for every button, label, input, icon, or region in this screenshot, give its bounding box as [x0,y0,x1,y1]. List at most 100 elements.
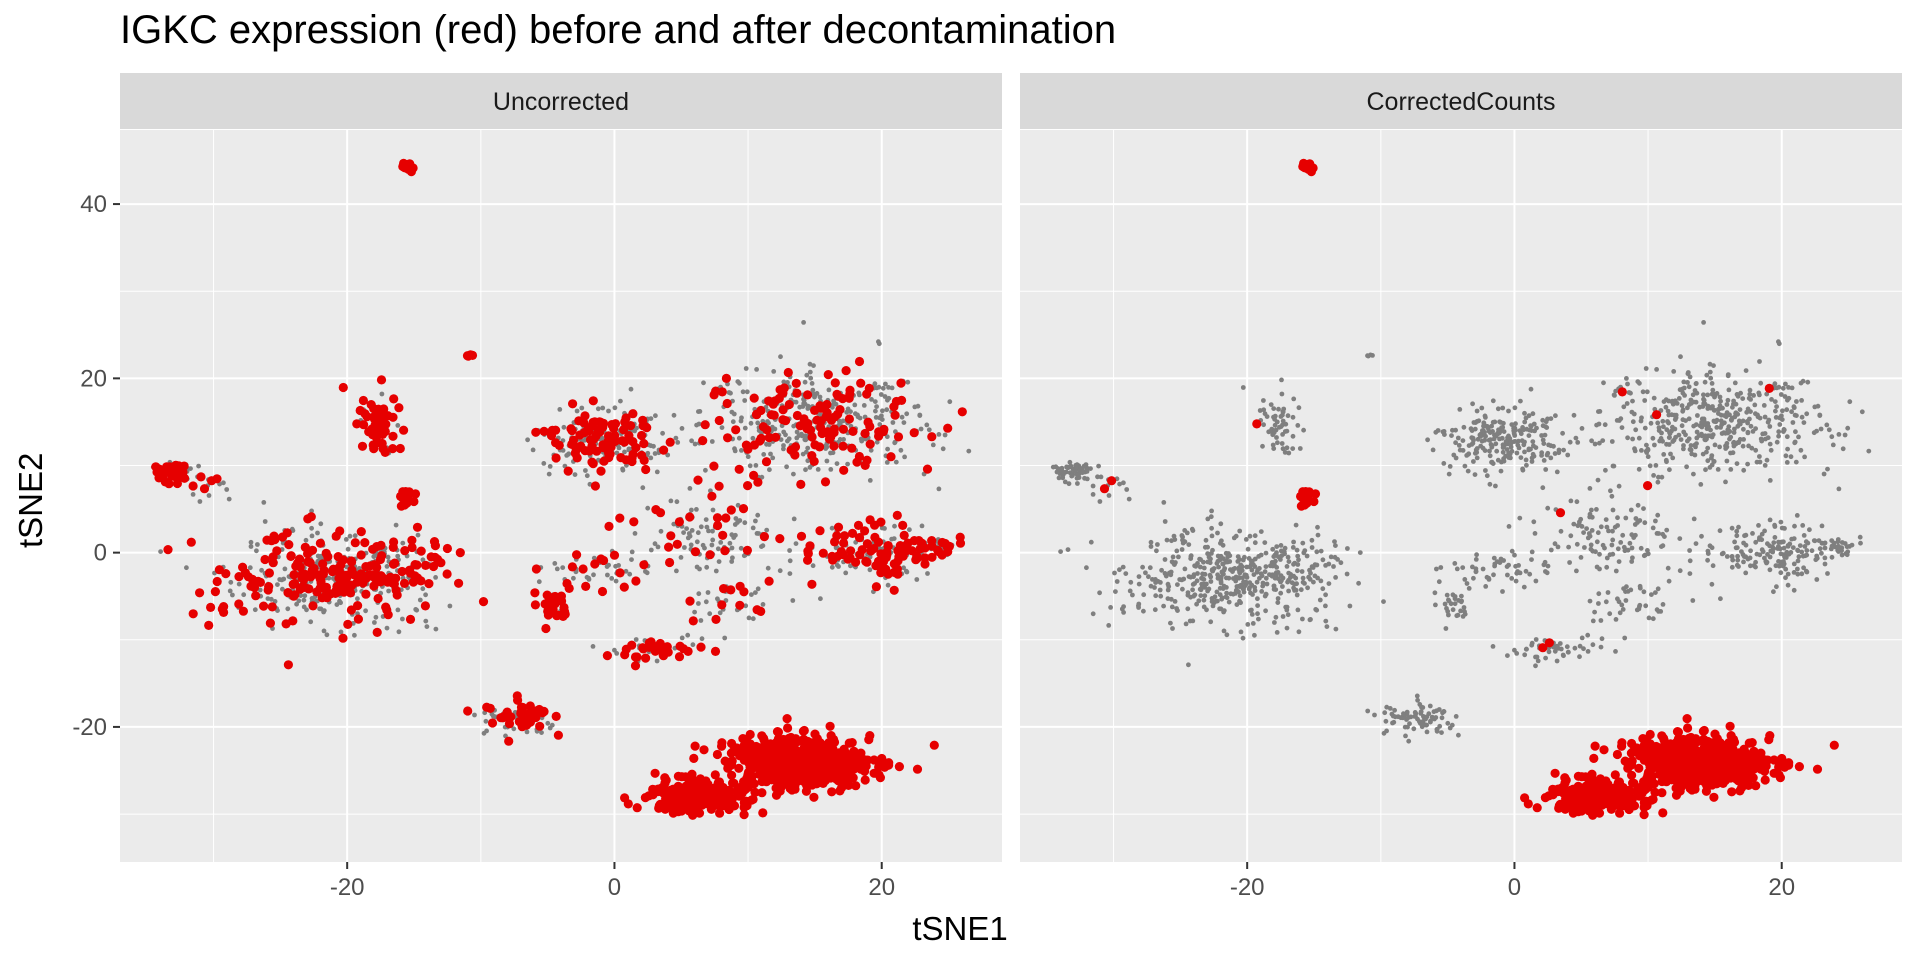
cell-point [876,339,881,345]
igkc-expressing-point [943,423,953,433]
cell-point [1522,449,1527,455]
cell-point [206,493,212,498]
cell-point [1618,416,1624,422]
cell-point [1518,398,1523,404]
igkc-expressing-point [399,425,409,435]
cell-point [1778,570,1784,576]
cell-point [1738,390,1743,396]
igkc-expressing-point [693,475,703,485]
igkc-expressing-point [238,606,248,616]
cell-point [1517,570,1523,576]
igkc-expressing-point [664,542,674,552]
cell-point [1786,385,1791,390]
igkc-expressing-point [796,479,806,489]
cell-point [1119,606,1125,612]
cell-point [1280,418,1286,424]
y-tick-label: 40 [80,191,107,218]
cell-point [302,593,308,599]
igkc-expressing-point [709,390,719,400]
cell-point [1615,523,1620,528]
cell-point [1190,587,1195,593]
cell-point [1722,413,1727,418]
cell-point [1231,576,1236,581]
cell-point [1458,608,1463,614]
cell-point [1740,552,1746,557]
cell-point [1210,547,1215,553]
cell-point [1449,433,1454,438]
cell-point [1453,455,1459,461]
cell-point [1679,423,1685,429]
cell-point [1723,479,1728,485]
cell-point [1282,545,1288,551]
cell-point [604,564,610,569]
igkc-expressing-point [590,481,601,491]
cell-point [1794,399,1799,404]
cell-point [1333,626,1339,632]
igkc-expressing-point [639,439,649,449]
cell-point [1482,448,1488,453]
igkc-expressing-point [878,427,889,437]
cell-point [321,628,327,634]
cell-point [1236,575,1242,580]
cell-point [1590,618,1596,624]
cell-point [685,535,691,541]
cell-point [1574,541,1580,547]
igkc-expressing-point [1657,788,1667,798]
igkc-expressing-point [590,559,600,569]
igkc-expressing-point [827,787,837,797]
igkc-expressing-point [709,461,719,471]
cell-point [1513,421,1518,427]
cell-point [882,394,888,399]
cell-point [1567,439,1573,445]
cell-point [695,530,701,536]
cell-point [1719,422,1725,428]
cell-point [904,569,910,575]
cell-point [1308,617,1313,622]
cell-point [1174,548,1180,554]
cell-point [746,615,752,621]
cell-point [1295,423,1301,428]
cell-point [1652,442,1657,448]
igkc-expressing-point [747,758,757,768]
cell-point [1533,578,1539,584]
cell-point [248,544,254,549]
cell-point [1683,418,1688,423]
cell-point [831,398,836,404]
cell-point [1710,563,1716,569]
cell-point [1489,459,1494,465]
cell-point [1836,486,1842,492]
igkc-expressing-point [672,539,682,549]
igkc-expressing-point [784,399,794,410]
cell-point [1112,570,1117,576]
cell-point [1492,563,1497,569]
cell-point [884,407,890,413]
data-points [1050,158,1872,820]
igkc-expressing-point [251,591,261,601]
cell-point [1084,476,1090,482]
cell-point [1209,525,1214,531]
cell-point [1080,470,1085,475]
cell-point [1333,543,1338,548]
igkc-expressing-point [619,425,629,435]
cell-point [1832,544,1838,550]
cell-point [1791,561,1797,567]
cell-point [829,564,835,570]
cell-point [1741,426,1746,432]
cell-point [1620,607,1626,612]
cell-point [1165,581,1171,587]
cell-point [852,402,858,408]
cell-point [1778,551,1784,557]
cell-point [1585,649,1591,654]
cell-point [1644,389,1650,395]
cell-point [1291,539,1296,545]
igkc-expressing-point [171,462,182,472]
cell-point [1518,455,1524,460]
cell-point [1326,581,1332,586]
igkc-expressing-point [853,520,864,531]
igkc-expressing-point [567,562,578,572]
cell-point [688,542,694,548]
cell-point [1246,586,1252,592]
cell-point [227,588,233,594]
cell-point [355,596,360,602]
igkc-expressing-point [809,792,819,802]
